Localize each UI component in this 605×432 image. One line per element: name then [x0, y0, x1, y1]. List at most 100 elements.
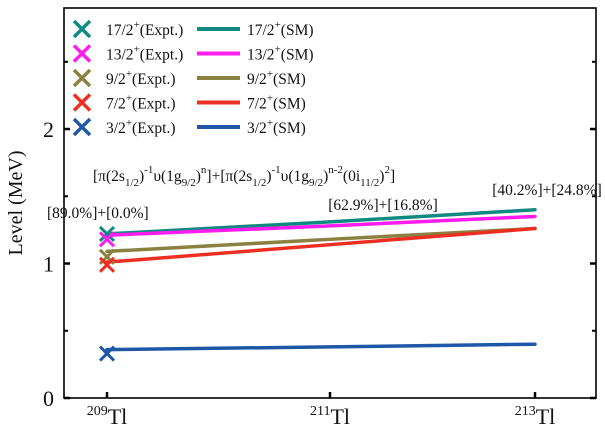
legend-spin: 7/2: [247, 96, 267, 113]
formula-text: ): [379, 168, 384, 185]
x-tick-label: 209Tl: [87, 404, 128, 429]
expt-marker-7-2plus: [98, 256, 116, 273]
formula-sup: n: [201, 164, 207, 176]
expt-marker-3-2plus: [98, 345, 116, 362]
formula-sup: 2: [384, 164, 390, 176]
legend-parity: +: [267, 68, 273, 80]
legend-suffix: (SM): [281, 22, 314, 39]
legend-parity: +: [275, 44, 281, 56]
legend-spin: 7/2: [106, 96, 126, 113]
formula-sub: 9/2: [309, 177, 323, 189]
formula-text: ): [323, 168, 328, 185]
percentage-annotation: [40.2%]+[24.8%]: [492, 182, 601, 199]
sm-line-13-2plus: [105, 214, 537, 238]
sm-line-17-2plus: [105, 207, 537, 236]
legend-sm-label: 9/2+(SM): [247, 68, 306, 88]
legend-expt-marker: [72, 44, 92, 63]
formula-sub: 1/2: [125, 177, 139, 189]
expt-marker-13-2plus: [98, 231, 116, 248]
legend-spin: 9/2: [106, 71, 126, 88]
legend-suffix: (Expt.): [132, 71, 175, 88]
legend-spin: 13/2: [106, 47, 134, 64]
legend-suffix: (Expt.): [140, 22, 183, 39]
marker-stroke: [98, 225, 116, 242]
marker-stroke: [98, 256, 116, 273]
formula-text: ): [266, 168, 271, 185]
legend-suffix: (Expt.): [132, 120, 175, 137]
legend-parity: +: [134, 44, 140, 56]
sm-line-7-2plus: [105, 226, 537, 264]
mass-number: 213: [515, 404, 536, 419]
formula-sup: -1: [144, 164, 153, 176]
formula-sub: 11/2: [360, 177, 379, 189]
marker-stroke: [72, 117, 92, 137]
sm-line-3-2plus: [105, 342, 537, 352]
formula-text: υ(1g: [153, 168, 182, 185]
y-tick-label: 2: [43, 117, 54, 142]
formula-sup: n-2: [328, 164, 343, 176]
legend-parity: +: [267, 117, 273, 129]
y-tick-label: 0: [43, 386, 54, 411]
mass-number: 209: [87, 404, 108, 419]
legend-spin: 17/2: [247, 22, 275, 39]
formula-text: [π(2s: [93, 168, 125, 185]
legend-expt-label: 17/2+(Expt.): [106, 19, 183, 39]
legend-expt-label: 3/2+(Expt.): [106, 117, 176, 137]
legend-spin: 9/2: [247, 71, 267, 88]
legend-expt-label: 7/2+(Expt.): [106, 93, 176, 113]
marker-stroke: [72, 44, 92, 63]
legend-sm-label: 3/2+(SM): [247, 117, 306, 137]
legend-suffix: (SM): [281, 47, 314, 64]
mass-number: 211: [310, 404, 330, 419]
legend-parity: +: [126, 68, 132, 80]
formula-text: υ(1g: [281, 168, 310, 185]
legend-spin: 17/2: [106, 22, 134, 39]
configuration-formula: [π(2s1/2)-1υ(1g9/2)n]+[π(2s1/2)-1υ(1g9/2…: [93, 164, 395, 189]
marker-stroke: [72, 19, 92, 39]
marker-stroke: [72, 93, 92, 112]
legend-expt-label: 13/2+(Expt.): [106, 44, 183, 64]
x-tick-label: 211Tl: [310, 404, 350, 429]
y-axis-label: Level (MeV): [5, 151, 27, 256]
legend-expt-label: 9/2+(Expt.): [106, 68, 176, 88]
legend-sm-label: 13/2+(SM): [247, 44, 314, 64]
legend-expt-marker: [72, 19, 92, 39]
marker-stroke: [98, 231, 116, 248]
element-symbol: Tl: [108, 404, 128, 429]
legend-suffix: (Expt.): [140, 47, 183, 64]
formula-text: ): [196, 168, 201, 185]
legend-spin: 3/2: [106, 120, 126, 137]
legend-expt-marker: [72, 117, 92, 137]
element-symbol: Tl: [330, 404, 350, 429]
legend-suffix: (Expt.): [132, 96, 175, 113]
legend-parity: +: [126, 93, 132, 105]
element-symbol: Tl: [536, 404, 556, 429]
percentage-annotation: [62.9%]+[16.8%]: [328, 197, 437, 214]
formula-sub: 9/2: [182, 177, 196, 189]
marker-stroke: [98, 345, 116, 362]
legend-expt-marker: [72, 68, 92, 88]
legend-parity: +: [275, 19, 281, 31]
legend-parity: +: [126, 117, 132, 129]
legend-sm-label: 7/2+(SM): [247, 93, 306, 113]
percentage-annotation: [89.0%]+[0.0%]: [47, 205, 149, 222]
expt-marker-17-2plus: [98, 225, 116, 242]
formula-text: (0i: [343, 168, 361, 185]
formula-text: ]+[π(2s: [206, 168, 252, 185]
legend-sm-label: 17/2+(SM): [247, 19, 314, 39]
legend-expt-marker: [72, 93, 92, 112]
legend-parity: +: [134, 19, 140, 31]
legend-parity: +: [267, 93, 273, 105]
legend-suffix: (SM): [273, 71, 306, 88]
legend-suffix: (SM): [273, 96, 306, 113]
legend-spin: 13/2: [247, 47, 275, 64]
y-tick-label: 1: [43, 252, 54, 277]
formula-sup: -1: [272, 164, 281, 176]
sm-line-9-2plus: [105, 226, 537, 254]
marker-stroke: [72, 68, 92, 88]
x-tick-label: 213Tl: [515, 404, 556, 429]
formula-sub: 1/2: [252, 177, 266, 189]
legend-suffix: (SM): [273, 120, 306, 137]
legend-spin: 3/2: [247, 120, 267, 137]
